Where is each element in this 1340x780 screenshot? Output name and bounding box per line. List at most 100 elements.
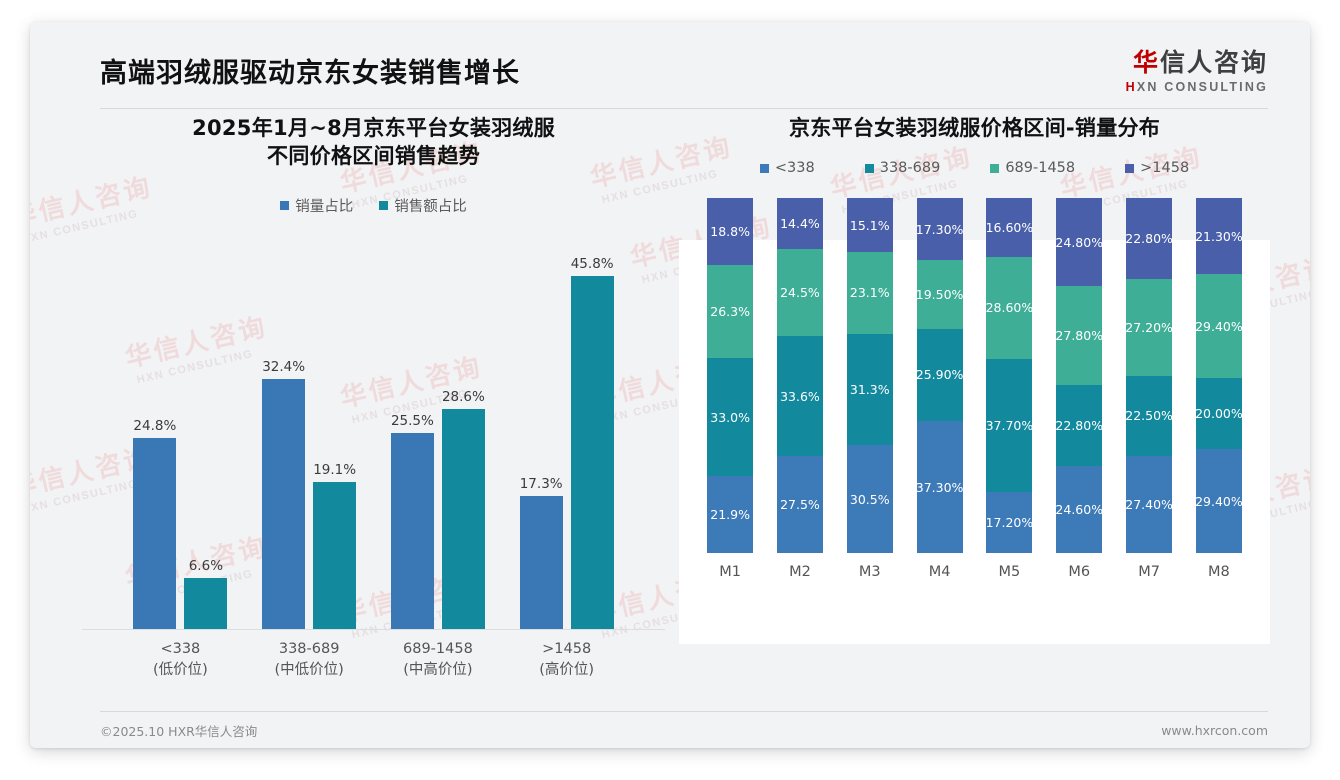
bar-rect[interactable] (184, 577, 228, 629)
stacked-segment[interactable]: 17.30% (916, 198, 963, 260)
legend-right-item-0[interactable]: <338 (759, 160, 815, 176)
stacked-bar-column[interactable]: 17.30% 19.50% 25.90% 37.30% (916, 198, 963, 554)
x-axis-tier: (低价位) (152, 661, 208, 678)
stacked-segment[interactable]: 18.8% (707, 198, 754, 266)
stacked-segment[interactable]: 22.80% (1055, 385, 1103, 466)
bar-column[interactable]: 45.8% (570, 230, 614, 629)
stacked-segment[interactable]: 15.1% (846, 198, 893, 252)
stacked-segment[interactable]: 26.3% (707, 265, 754, 359)
logo-english: HXN CONSULTING (1126, 80, 1268, 94)
x-axis-month-label: M8 (1208, 564, 1230, 581)
legend-left-item-0[interactable]: 销量占比 (280, 195, 353, 216)
bar-rect[interactable] (441, 408, 485, 629)
stacked-segment[interactable]: 27.40% (1125, 455, 1173, 553)
stacked-segment[interactable]: 16.60% (986, 198, 1033, 258)
stacked-segment[interactable]: 25.90% (916, 328, 963, 421)
legend-right-item-1[interactable]: 338-689 (864, 160, 941, 177)
stacked-segment[interactable]: 33.6% (776, 336, 823, 456)
legend-swatch-icon (280, 200, 290, 210)
slide-card: 华信人咨询 HXN CONSULTING 华信人咨询 HXN CONSULTING华信… (30, 22, 1310, 748)
stacked-segment[interactable]: 19.50% (916, 259, 963, 329)
bar-group: 32.4% 19.1% (262, 230, 357, 629)
stacked-segment[interactable]: 30.5% (846, 445, 893, 554)
stacked-bar-column[interactable]: 24.80% 27.80% 22.80% 24.60% (1055, 198, 1103, 554)
legend-swatch-icon (759, 163, 769, 173)
logo-en-rest: XN CONSULTING (1136, 80, 1268, 94)
bar-column[interactable]: 32.4% (262, 230, 306, 629)
stacked-bar-column[interactable]: 21.30% 29.40% 20.00% 29.40% (1195, 198, 1243, 554)
bar-column[interactable]: 17.3% (519, 230, 563, 629)
stacked-segment[interactable]: 27.5% (776, 455, 823, 554)
legend-right-item-2[interactable]: 689-1458 (990, 160, 1075, 176)
stacked-bar-column[interactable]: 16.60% 28.60% 37.70% 17.20% (986, 198, 1033, 554)
bar-rect[interactable] (570, 276, 614, 629)
x-axis-month-label: M4 (928, 564, 951, 581)
bar-rect[interactable] (262, 379, 306, 629)
stacked-segment[interactable]: 33.0% (707, 358, 754, 476)
page-title: 高端羽绒服驱动京东女装销售增长 (100, 58, 520, 89)
stacked-segment[interactable]: 24.5% (776, 249, 823, 337)
stacked-segment[interactable]: 23.1% (846, 251, 893, 334)
stacked-segment[interactable]: 37.70% (986, 358, 1033, 493)
x-axis-category-label: <338 (低价位) (133, 639, 227, 681)
left-chart-legend: 销量占比 销售额占比 (82, 195, 665, 216)
stacked-segment[interactable]: 28.60% (986, 257, 1033, 359)
x-axis-tier: (中低价位) (274, 661, 344, 678)
bar-rect[interactable] (313, 481, 357, 629)
bar-column[interactable]: 19.1% (313, 230, 357, 629)
slide-footer: ©2025.10 HXR华信人咨询 www.hxrcon.com (100, 721, 1268, 740)
logo-chinese: 华信人咨询 (1126, 48, 1268, 78)
stacked-segment[interactable]: 22.50% (1125, 375, 1173, 456)
panel-stacked-bar-chart: 京东平台女装羽绒服价格区间-销量分布 <338 338-689 689-1458 >1… (679, 114, 1270, 708)
bar-column[interactable]: 28.6% (441, 230, 485, 629)
stacked-segment[interactable]: 20.00% (1195, 378, 1243, 450)
stacked-bar-column[interactable]: 14.4% 24.5% 33.6% 27.5% (776, 198, 823, 554)
right-chart-x-axis: M1 M2 M3 M4 M5 M6 M7 M8 (679, 553, 1270, 580)
brand-logo: 华信人咨询 HXN CONSULTING (1126, 48, 1268, 100)
stacked-segment[interactable]: 17.20% (986, 492, 1033, 554)
x-axis-month-label: M2 (789, 564, 811, 581)
legend-right-item-3[interactable]: >1458 (1125, 160, 1189, 176)
stacked-bar-column[interactable]: 22.80% 27.20% 22.50% 27.40% (1125, 198, 1173, 553)
x-axis-tier: (高价位) (539, 661, 595, 678)
stacked-segment[interactable]: 27.20% (1125, 279, 1173, 376)
stacked-bar-column[interactable]: 18.8% 26.3% 33.0% 21.9% (707, 198, 754, 554)
stacked-segment[interactable]: 37.30% (916, 420, 963, 554)
stacked-segment[interactable]: 22.80% (1125, 198, 1173, 280)
bar-value-label: 24.8% (133, 417, 177, 434)
bar-value-label: 19.1% (313, 461, 357, 478)
stacked-segment[interactable]: 27.80% (1055, 286, 1103, 386)
left-chart-title-line1: 2025年1月~8月京东平台女装羽绒服 (192, 116, 556, 140)
bar-value-label: 25.5% (390, 412, 434, 429)
legend-label: 338-689 (879, 160, 941, 177)
bar-group: 17.3% 45.8% (519, 230, 614, 629)
bar-rect[interactable] (390, 432, 434, 629)
bar-rect[interactable] (133, 437, 177, 629)
x-axis-month-label: M3 (858, 564, 881, 581)
bar-value-label: 17.3% (519, 475, 563, 492)
stacked-bar-column[interactable]: 15.1% 23.1% 31.3% 30.5% (846, 198, 893, 554)
x-axis-category-label: 689-1458 (中高价位) (391, 639, 485, 681)
stacked-segment[interactable]: 24.80% (1055, 198, 1103, 287)
x-axis-month-label: M6 (1068, 564, 1091, 581)
stacked-segment[interactable]: 29.40% (1195, 449, 1243, 554)
panel-grouped-bar-chart: 2025年1月~8月京东平台女装羽绒服 不同价格区间销售趋势 销量占比 销售额占比… (82, 114, 666, 708)
grouped-bar-plot-area: 24.8% 6.6% 32.4% 19.1% 25.5% 28.6% 17.3% 45.8% (82, 230, 666, 630)
legend-label: 销量占比 (295, 198, 354, 215)
stacked-segment[interactable]: 21.9% (707, 475, 754, 554)
stacked-segment[interactable]: 31.3% (846, 333, 893, 446)
bar-column[interactable]: 6.6% (184, 230, 228, 629)
bar-group: 25.5% 28.6% (390, 230, 485, 629)
bar-column[interactable]: 24.8% (133, 230, 177, 629)
bar-group: 24.8% 6.6% (133, 230, 228, 629)
stacked-segment[interactable]: 14.4% (776, 198, 823, 250)
bar-column[interactable]: 25.5% (390, 230, 434, 629)
x-axis-range: >1458 (542, 640, 592, 657)
bar-value-label: 45.8% (570, 256, 614, 273)
stacked-bar-plot-area: 18.8% 26.3% 33.0% 21.9% 14.4% 24.5% 33.6% 27.5%… (679, 198, 1270, 554)
stacked-segment[interactable]: 29.40% (1195, 273, 1243, 379)
bar-rect[interactable] (519, 495, 563, 629)
stacked-segment[interactable]: 21.30% (1195, 198, 1243, 274)
stacked-segment[interactable]: 24.60% (1055, 466, 1103, 554)
legend-left-item-1[interactable]: 销售额占比 (379, 195, 467, 216)
